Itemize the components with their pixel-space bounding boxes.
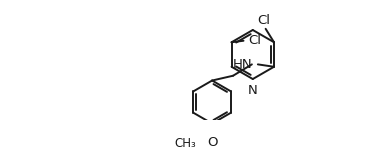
Text: HN: HN xyxy=(233,58,252,71)
Text: O: O xyxy=(207,136,217,149)
Text: Cl: Cl xyxy=(258,14,271,27)
Text: N: N xyxy=(248,84,258,97)
Text: Cl: Cl xyxy=(248,34,261,47)
Text: CH₃: CH₃ xyxy=(174,137,196,150)
